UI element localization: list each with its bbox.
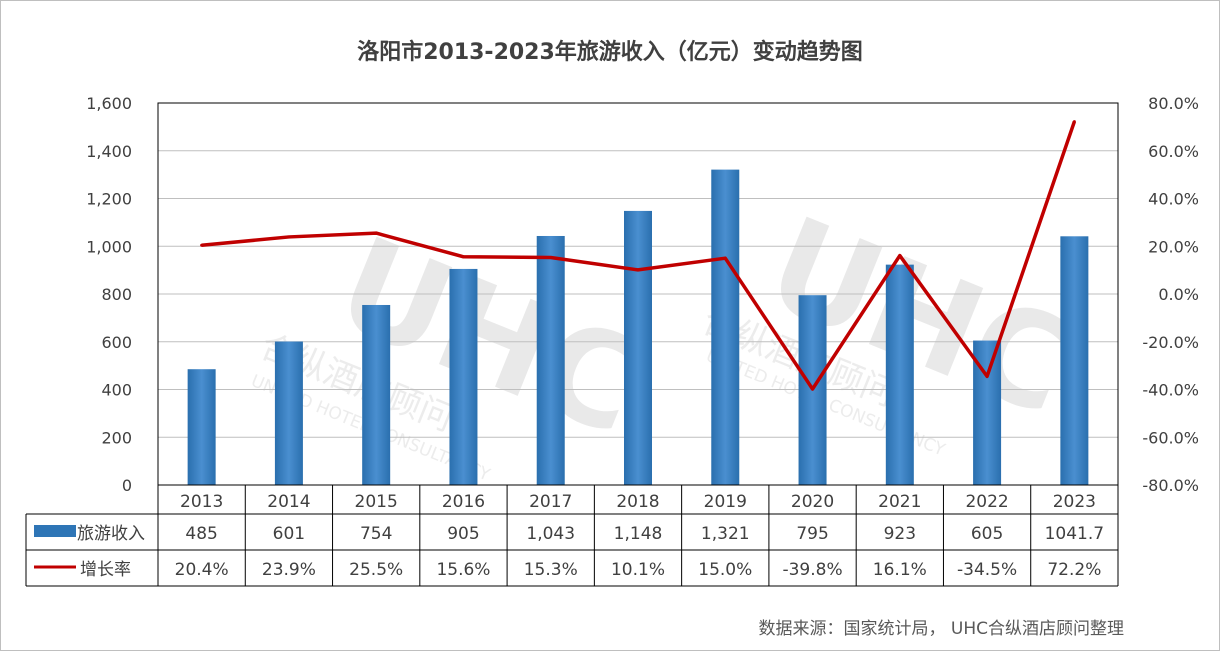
y-tick-right: -20.0% (1142, 333, 1199, 352)
data-table: 2013 485 20.4% 2014 601 23.9% 2015 754 25.5% 2016… (25, 485, 1119, 587)
growth-value-label: 20.4% (175, 560, 229, 580)
x-tick-label: 2017 (529, 492, 572, 512)
bar-2023 (1060, 236, 1089, 485)
bar-value-label: 923 (884, 524, 916, 544)
y-tick-left: 600 (101, 333, 132, 352)
growth-value-label: 25.5% (349, 560, 403, 580)
growth-value-label: 23.9% (262, 560, 316, 580)
bar-2014 (274, 341, 303, 485)
y-tick-left: 0 (122, 476, 132, 495)
bar-value-label: 1,148 (614, 524, 663, 544)
y-tick-right: -60.0% (1142, 428, 1199, 447)
bar-2013 (187, 369, 216, 485)
y-tick-right: 80.0% (1148, 94, 1199, 113)
bar-2021 (885, 264, 914, 485)
growth-point-2017 (549, 255, 553, 259)
growth-point-2022 (985, 374, 989, 378)
bar-value-label: 1,321 (701, 524, 750, 544)
y-tick-right: 0.0% (1158, 285, 1199, 304)
bar-value-label: 1,043 (526, 524, 575, 544)
growth-point-2014 (287, 235, 291, 239)
y-tick-left: 1,400 (86, 142, 132, 161)
bar-2016 (449, 268, 478, 485)
growth-value-label: 16.1% (873, 560, 927, 580)
bar-series (187, 169, 1089, 486)
bar-value-label: 605 (971, 524, 1003, 544)
x-tick-label: 2021 (878, 492, 921, 512)
x-tick-label: 2018 (616, 492, 659, 512)
growth-value-label: 15.0% (698, 560, 752, 580)
bar-2018 (624, 210, 652, 486)
legend-label-bar: 旅游收入 (77, 524, 145, 544)
growth-value-label: 15.6% (436, 560, 490, 580)
source-note: 数据来源：国家统计局， UHC合纵酒店顾问整理 (758, 619, 1125, 639)
x-tick-label: 2022 (965, 492, 1008, 512)
growth-value-label: 72.2% (1047, 560, 1101, 580)
y-tick-left: 400 (101, 381, 132, 400)
y-tick-right: -40.0% (1142, 381, 1199, 400)
growth-point-2015 (374, 231, 378, 235)
bar-value-label: 1041.7 (1045, 524, 1104, 544)
y-tick-left: 1,600 (86, 94, 132, 113)
growth-value-label: -39.8% (782, 560, 842, 580)
y-tick-left: 200 (101, 428, 132, 447)
y-tick-right: 40.0% (1148, 190, 1199, 209)
growth-value-label: -34.5% (957, 560, 1017, 580)
x-tick-label: 2019 (704, 492, 747, 512)
growth-value-label: 15.3% (524, 560, 578, 580)
growth-point-2013 (200, 243, 204, 247)
x-tick-label: 2023 (1053, 492, 1096, 512)
growth-value-label: 10.1% (611, 560, 665, 580)
x-tick-label: 2016 (442, 492, 485, 512)
x-tick-label: 2020 (791, 492, 834, 512)
y-tick-right: 20.0% (1148, 237, 1199, 256)
legend-label-line: 增长率 (80, 560, 131, 580)
bar-value-label: 795 (796, 524, 828, 544)
y-tick-left: 800 (101, 285, 132, 304)
y-tick-right: 60.0% (1148, 142, 1199, 161)
bar-value-label: 485 (185, 524, 217, 544)
bar-value-label: 754 (360, 524, 392, 544)
growth-point-2020 (811, 387, 815, 391)
y-tick-right: -80.0% (1142, 476, 1199, 495)
legend-key-bar (34, 525, 76, 537)
bar-2017 (536, 235, 565, 485)
growth-point-2016 (461, 255, 465, 259)
x-tick-label: 2014 (267, 492, 310, 512)
x-tick-label: 2015 (355, 492, 398, 512)
bar-value-label: 601 (273, 524, 305, 544)
line-series (200, 120, 1077, 391)
growth-point-2018 (636, 268, 640, 272)
bar-value-label: 905 (447, 524, 479, 544)
growth-point-2023 (1072, 120, 1076, 124)
bar-2019 (711, 169, 740, 485)
growth-point-2021 (898, 254, 902, 258)
x-tick-label: 2013 (180, 492, 223, 512)
y-tick-left: 1,200 (86, 190, 132, 209)
axes: 0 -80.0% 200 -60.0% 400 -40.0% 600 -20.0% 800 0.0… (86, 94, 1199, 495)
chart-title: 洛阳市2013-2023年旅游收入（亿元）变动趋势图 (357, 40, 863, 65)
growth-point-2019 (723, 256, 727, 260)
bar-2015 (362, 304, 391, 485)
y-tick-left: 1,000 (86, 237, 132, 256)
plot-border (157, 102, 1119, 486)
